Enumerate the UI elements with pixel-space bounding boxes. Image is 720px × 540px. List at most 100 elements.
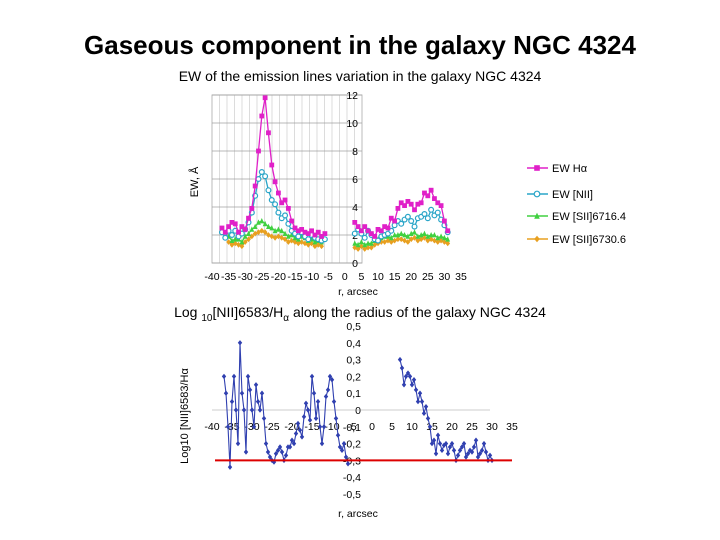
x-tick-label: 20 xyxy=(405,271,417,283)
data-point xyxy=(398,220,405,227)
data-point xyxy=(292,239,298,245)
x-tick-label: 30 xyxy=(439,271,451,283)
data-point xyxy=(397,356,403,363)
x-tick-label: 35 xyxy=(455,271,467,283)
data-point xyxy=(438,203,444,208)
data-point xyxy=(405,199,411,204)
data-point xyxy=(429,440,435,447)
x-tick-label: -35 xyxy=(221,271,236,283)
slide-title: Gaseous component in the galaxy NGC 4324 xyxy=(84,30,636,60)
chart2-title-ratio: [NII]6583/H xyxy=(212,304,284,320)
data-point xyxy=(401,382,407,388)
data-point xyxy=(408,201,414,207)
data-point xyxy=(265,449,271,455)
data-point xyxy=(372,241,378,248)
data-point xyxy=(257,407,263,413)
log-ratio-chart: 0,50,40,30,20,10-0,1-0,2-0,3-0,4-0,5-40-… xyxy=(179,321,518,520)
data-point xyxy=(243,449,249,455)
data-point xyxy=(368,244,374,251)
data-point xyxy=(272,179,278,185)
data-point xyxy=(313,415,319,422)
data-point xyxy=(359,239,364,245)
data-point xyxy=(413,387,419,393)
data-point xyxy=(412,207,417,213)
legend-marker xyxy=(534,212,540,219)
data-point xyxy=(407,373,413,380)
data-point xyxy=(339,447,345,454)
x-tick-label: -5 xyxy=(324,271,333,283)
data-point xyxy=(295,233,302,240)
data-point xyxy=(282,230,288,236)
y-tick-label: 4 xyxy=(352,202,358,214)
data-point xyxy=(425,193,431,199)
data-point xyxy=(372,234,378,239)
data-point xyxy=(403,373,409,380)
x-tick-label: -10 xyxy=(304,271,319,283)
data-point xyxy=(449,440,455,447)
data-point xyxy=(305,236,312,243)
data-point xyxy=(235,440,241,447)
data-point xyxy=(289,237,295,244)
data-point xyxy=(259,218,265,224)
data-point xyxy=(249,226,255,232)
chart2-title-tail: along the radius of the galaxy NGC 4324 xyxy=(289,304,546,320)
data-point xyxy=(309,240,314,247)
y-tick-label: -0,4 xyxy=(343,472,361,484)
data-point xyxy=(398,236,404,243)
data-point xyxy=(362,224,368,229)
data-point xyxy=(249,407,255,413)
data-point xyxy=(475,454,481,460)
y-tick-label: -0,2 xyxy=(343,439,361,451)
data-point xyxy=(418,232,424,238)
x-tick-label: -15 xyxy=(304,421,319,433)
data-point xyxy=(232,240,238,247)
y-axis-label: EW, Å xyxy=(188,166,201,197)
data-point xyxy=(292,225,298,231)
data-point xyxy=(442,234,447,241)
data-point xyxy=(483,449,489,455)
data-point xyxy=(258,169,265,176)
data-point xyxy=(267,454,273,460)
legend-label: EW [NII] xyxy=(552,189,593,201)
data-point xyxy=(262,173,269,180)
data-point xyxy=(395,232,401,238)
data-point xyxy=(305,231,311,236)
data-point xyxy=(412,229,417,235)
data-point xyxy=(402,232,407,238)
data-point xyxy=(459,444,465,450)
data-point xyxy=(451,447,457,454)
data-point xyxy=(275,209,282,216)
y-tick-label: 0,2 xyxy=(346,371,361,383)
data-point xyxy=(465,450,471,457)
data-point xyxy=(285,206,291,211)
y-tick-label: 0,3 xyxy=(346,355,361,367)
data-point xyxy=(368,231,374,236)
data-point xyxy=(319,234,324,239)
data-point xyxy=(431,437,437,443)
data-point xyxy=(272,201,279,208)
chart2-title-log: Log xyxy=(174,304,202,320)
data-point xyxy=(259,113,265,119)
data-point xyxy=(479,447,485,454)
data-point xyxy=(412,234,417,241)
x-axis-label: r, arcsec xyxy=(338,286,378,298)
data-point xyxy=(487,452,493,459)
data-point xyxy=(273,450,279,457)
data-point xyxy=(421,211,428,218)
data-point xyxy=(295,228,301,234)
data-point xyxy=(435,234,441,241)
data-point xyxy=(262,220,268,227)
data-point xyxy=(289,218,295,224)
data-point xyxy=(255,176,262,183)
data-point xyxy=(355,241,361,248)
x-tick-label: 5 xyxy=(358,271,364,283)
data-point xyxy=(225,424,231,430)
data-point xyxy=(239,390,245,396)
data-point xyxy=(266,130,271,136)
data-point xyxy=(438,233,444,239)
data-point xyxy=(362,241,368,248)
data-point xyxy=(255,398,261,405)
data-point xyxy=(402,203,407,208)
data-point xyxy=(249,206,255,211)
y-tick-label: -0,1 xyxy=(343,422,361,434)
